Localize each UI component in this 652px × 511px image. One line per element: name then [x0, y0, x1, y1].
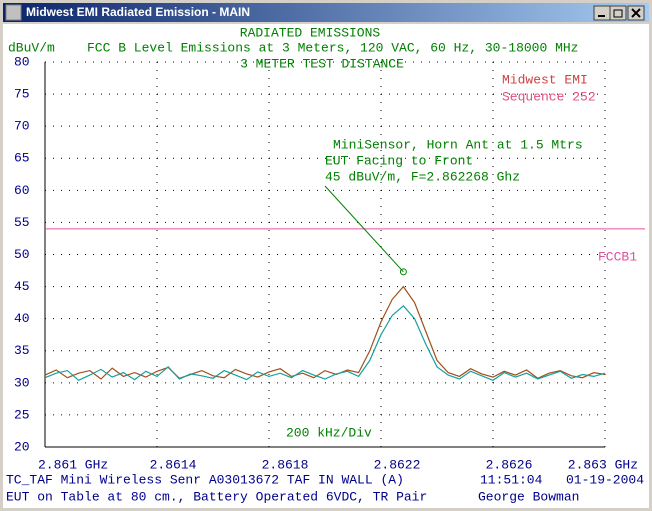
x-tick-label: 2.8618 — [262, 457, 309, 472]
footer-time: 11:51:04 — [480, 472, 543, 487]
restore-button[interactable] — [609, 5, 627, 21]
chart-subtitle: 3 METER TEST DISTANCE — [240, 56, 404, 71]
annotation-text: MiniSensor, Horn Ant at 1.5 Mtrs — [333, 137, 583, 152]
y-tick-label: 60 — [14, 183, 30, 198]
footer-text: TC_TAF Mini Wireless Senr A03013672 TAF … — [6, 472, 404, 487]
annotation-text: 45 dBuV/m, F=2.862268 Ghz — [325, 169, 520, 184]
footer-text: EUT on Table at 80 cm., Battery Operated… — [6, 489, 427, 504]
x-tick-label: 2.8614 — [150, 457, 197, 472]
company-label: Midwest EMI — [502, 72, 588, 87]
window-controls — [593, 5, 645, 21]
window-title: Midwest EMI Radiated Emission - MAIN — [26, 5, 250, 19]
minimize-button[interactable] — [593, 5, 611, 21]
chart-subtitle: FCC B Level Emissions at 3 Meters, 120 V… — [87, 40, 578, 55]
trace — [44, 285, 606, 380]
x-tick-label: 2.861 GHz — [38, 457, 108, 472]
app-icon — [5, 4, 22, 21]
footer-operator: George Bowman — [478, 489, 579, 504]
y-tick-label: 25 — [14, 407, 30, 422]
footer-date: 01-19-2004 — [566, 472, 644, 487]
y-axis-label: dBuV/m — [8, 40, 55, 55]
client-area — [3, 24, 649, 508]
y-tick-label: 40 — [14, 311, 30, 326]
x-tick-label: 2.863 GHz — [568, 457, 638, 472]
y-tick-label: 50 — [14, 247, 30, 262]
restore-icon — [613, 9, 623, 18]
title-bar — [3, 3, 649, 22]
y-tick-label: 80 — [14, 54, 30, 69]
y-tick-label: 45 — [14, 279, 30, 294]
annotation-leader — [324, 185, 404, 273]
x-axis-label: 200 kHz/Div — [286, 425, 372, 440]
annotation-marker — [399, 268, 407, 276]
sequence-label: Sequence 252 — [502, 89, 596, 104]
y-tick-label: 65 — [14, 151, 30, 166]
trace — [44, 304, 606, 382]
y-tick-label: 35 — [14, 343, 30, 358]
y-tick-label: 70 — [14, 119, 30, 134]
limit-label: FCCB1 — [598, 249, 637, 264]
annotation-text: EUT Facing to Front — [325, 153, 473, 168]
close-icon — [631, 8, 641, 18]
y-tick-label: 75 — [14, 87, 30, 102]
chart-title: RADIATED EMISSIONS — [240, 25, 381, 40]
x-tick-label: 2.8622 — [374, 457, 421, 472]
y-tick-label: 30 — [14, 375, 30, 390]
y-tick-label: 55 — [14, 215, 30, 230]
y-tick-label: 20 — [14, 439, 30, 454]
x-tick-label: 2.8626 — [486, 457, 533, 472]
